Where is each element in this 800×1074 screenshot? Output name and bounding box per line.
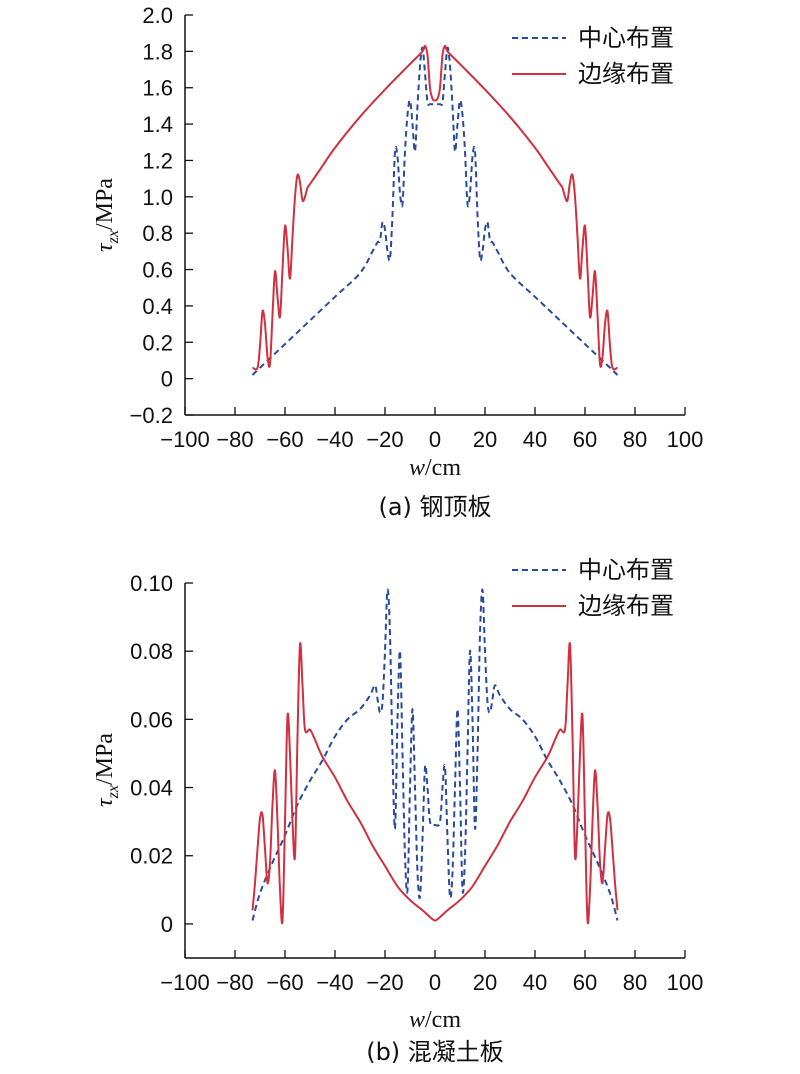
y-axis-label: τzx/MPa xyxy=(92,178,122,252)
y-axis-label-symbol: τ xyxy=(92,242,118,252)
y-tick-label: 0.6 xyxy=(142,258,173,283)
x-tick-label: 100 xyxy=(667,427,704,452)
y-axis-label-subscript: zx xyxy=(105,785,122,799)
x-tick-label: 40 xyxy=(523,427,547,452)
y-tick-label: 0.10 xyxy=(130,571,173,596)
x-tick-label: −80 xyxy=(216,427,253,452)
series-line-center xyxy=(251,588,619,921)
y-tick-label: 0.8 xyxy=(142,221,173,246)
legend-label-center: 中心布置 xyxy=(578,556,674,584)
y-axis-label-symbol: τ xyxy=(92,797,118,807)
y-tick-label: 0.04 xyxy=(130,776,173,801)
y-axis-label-unit: /MPa xyxy=(92,178,118,230)
chart-caption: (b) 混凝土板 xyxy=(366,1038,504,1066)
x-axis-label: w/cm xyxy=(409,455,461,481)
y-tick-label: 1.6 xyxy=(142,76,173,101)
x-axis-label-symbol: w xyxy=(409,1007,425,1033)
chart-a: −0.200.20.40.60.81.01.21.41.61.82.0−100−… xyxy=(92,3,703,521)
legend-label-edge: 边缘布置 xyxy=(578,592,674,620)
x-axis-label-unit: /cm xyxy=(425,1007,461,1033)
x-tick-label: −100 xyxy=(160,427,210,452)
y-tick-label: 0 xyxy=(161,912,173,937)
x-axis-label-symbol: w xyxy=(409,455,425,481)
x-tick-label: −60 xyxy=(266,427,303,452)
y-tick-label: −0.2 xyxy=(130,403,173,428)
y-axis-label: τzx/MPa xyxy=(92,733,122,807)
y-tick-label: 1.2 xyxy=(142,148,173,173)
y-tick-label: 0.02 xyxy=(130,844,173,869)
x-tick-label: −100 xyxy=(160,970,210,995)
series-line-center xyxy=(251,46,619,376)
y-axis-label-unit: /MPa xyxy=(92,733,118,785)
x-tick-label: 0 xyxy=(429,427,441,452)
x-axis-label: w/cm xyxy=(409,1007,461,1033)
y-tick-label: 1.4 xyxy=(142,112,173,137)
x-tick-label: 20 xyxy=(473,427,497,452)
x-tick-label: 40 xyxy=(523,970,547,995)
x-tick-label: 100 xyxy=(667,970,704,995)
chart-caption: (a) 钢顶板 xyxy=(378,493,491,521)
x-axis-label-unit: /cm xyxy=(425,455,461,481)
x-tick-label: −40 xyxy=(316,970,353,995)
y-axis-label-subscript: zx xyxy=(105,230,122,244)
x-tick-label: 20 xyxy=(473,970,497,995)
y-tick-label: 0.06 xyxy=(130,707,173,732)
x-tick-label: −80 xyxy=(216,970,253,995)
y-tick-label: 0.08 xyxy=(130,639,173,664)
x-tick-label: −20 xyxy=(366,970,403,995)
x-tick-label: −40 xyxy=(316,427,353,452)
y-tick-label: 0 xyxy=(161,367,173,392)
x-tick-label: 0 xyxy=(429,970,441,995)
chart-b: 0 0.02 0.04 0.06 0.08 0.10 −100 −80 −60 −40 −20 0 20… xyxy=(92,556,703,1066)
legend-label-center: 中心布置 xyxy=(578,24,674,52)
y-tick-label: 2.0 xyxy=(142,3,173,28)
legend-label-edge: 边缘布置 xyxy=(578,60,674,88)
x-tick-label: 80 xyxy=(623,970,647,995)
x-tick-label: 60 xyxy=(573,427,597,452)
y-tick-label: 1.8 xyxy=(142,39,173,64)
x-tick-label: −20 xyxy=(366,427,403,452)
x-tick-label: −60 xyxy=(266,970,303,995)
y-tick-label: 0.2 xyxy=(142,330,173,355)
series-line-edge xyxy=(252,44,618,371)
y-tick-label: 1.0 xyxy=(142,185,173,210)
y-tick-label: 0.4 xyxy=(142,294,173,319)
series-line-edge xyxy=(251,642,619,925)
x-tick-label: 80 xyxy=(623,427,647,452)
x-tick-label: 60 xyxy=(573,970,597,995)
